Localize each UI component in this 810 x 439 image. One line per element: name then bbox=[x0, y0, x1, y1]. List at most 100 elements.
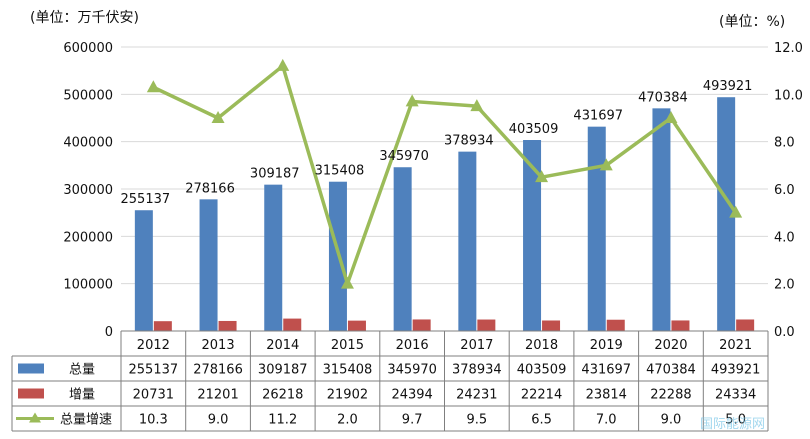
table-cell: 403509 bbox=[517, 363, 567, 378]
category-label: 2021 bbox=[719, 338, 752, 353]
growth-marker bbox=[664, 111, 678, 123]
bar-increment bbox=[736, 319, 755, 331]
table-cell: 9.5 bbox=[467, 413, 488, 428]
gridlines bbox=[121, 46, 768, 285]
table-cell: 378934 bbox=[452, 363, 502, 378]
bar-total bbox=[587, 126, 606, 331]
left-tick-label: 400000 bbox=[63, 136, 113, 151]
growth-marker bbox=[211, 111, 225, 123]
bar-total bbox=[652, 108, 671, 332]
bar-total bbox=[393, 167, 412, 331]
growth-marker bbox=[146, 80, 160, 93]
total-data-label: 309187 bbox=[250, 167, 300, 182]
data-labels: 255137 278166 309187 315408 345970 378934 4035… bbox=[121, 79, 753, 207]
table-cell: 23814 bbox=[586, 388, 627, 403]
series-name: 总量 bbox=[69, 363, 95, 378]
table-cell: 10.3 bbox=[139, 413, 168, 428]
table-cell: 278166 bbox=[193, 363, 243, 378]
table-cell: 255137 bbox=[129, 363, 179, 378]
bar-increment bbox=[283, 318, 302, 331]
bar-increment bbox=[477, 319, 496, 331]
category-label: 2020 bbox=[654, 338, 687, 353]
category-label: 2014 bbox=[266, 338, 299, 353]
table-cell: 5.0 bbox=[725, 413, 746, 428]
category-label: 2012 bbox=[137, 338, 170, 353]
bar-total bbox=[717, 97, 736, 331]
series-name: 增量 bbox=[69, 388, 95, 403]
total-data-label: 431697 bbox=[573, 109, 623, 124]
category-label: 2013 bbox=[202, 338, 235, 353]
bars bbox=[134, 97, 755, 332]
category-label: 2016 bbox=[396, 338, 429, 353]
bar-increment bbox=[347, 320, 366, 331]
right-tick-label: 6.0 bbox=[774, 183, 795, 198]
bar-increment bbox=[606, 319, 625, 331]
table-cell: 470384 bbox=[646, 363, 696, 378]
table-cell: 7.0 bbox=[596, 413, 617, 428]
table-cell: 9.7 bbox=[402, 413, 423, 428]
bar-total bbox=[264, 184, 283, 331]
left-tick-label: 300000 bbox=[63, 183, 113, 198]
right-tick-label: 2.0 bbox=[774, 278, 795, 293]
table-cell: 22214 bbox=[521, 388, 562, 403]
table-cell: 24334 bbox=[715, 388, 756, 403]
bar-total bbox=[199, 199, 218, 331]
bar-total bbox=[134, 210, 153, 331]
bar-increment bbox=[153, 321, 172, 331]
right-axis-unit: (单位：%) bbox=[719, 14, 785, 30]
data-table: 2012 2013 2014 2015 2016 2017 2018 2019 2020 2021… bbox=[11, 330, 769, 432]
bar-increment bbox=[218, 320, 237, 331]
left-y-axis: 0 100000 200000 300000 400000 500000 600000 bbox=[63, 41, 113, 340]
total-data-label: 345970 bbox=[379, 149, 429, 164]
table-cell: 22288 bbox=[650, 388, 691, 403]
category-label: 2019 bbox=[590, 338, 623, 353]
right-tick-label: 8.0 bbox=[774, 136, 795, 151]
category-label: 2017 bbox=[460, 338, 493, 353]
table-cell: 315408 bbox=[323, 363, 373, 378]
left-tick-label: 0 bbox=[105, 325, 113, 340]
total-data-label: 278166 bbox=[185, 181, 235, 196]
total-data-label: 255137 bbox=[121, 192, 171, 207]
table-cell: 493921 bbox=[711, 363, 761, 378]
table-cell: 21902 bbox=[327, 388, 368, 403]
table-cell: 21201 bbox=[197, 388, 238, 403]
growth-marker bbox=[729, 205, 743, 218]
total-data-label: 493921 bbox=[703, 79, 753, 94]
category-label: 2015 bbox=[331, 338, 364, 353]
right-tick-label: 12.0 bbox=[774, 41, 803, 56]
bar-increment bbox=[412, 319, 431, 331]
bar-increment bbox=[542, 320, 561, 331]
growth-line-path bbox=[152, 64, 738, 286]
growth-marker bbox=[470, 99, 484, 112]
table-cell: 24394 bbox=[391, 388, 432, 403]
table-cell: 2.0 bbox=[337, 413, 358, 428]
growth-marker bbox=[405, 94, 419, 107]
table-cell: 6.5 bbox=[531, 413, 552, 428]
right-tick-label: 0.0 bbox=[774, 325, 795, 340]
table-cell: 20731 bbox=[133, 388, 174, 403]
table-cell: 309187 bbox=[258, 363, 308, 378]
left-axis-unit: (单位：万千伏安) bbox=[30, 10, 139, 26]
right-y-axis: 0.0 2.0 4.0 6.0 8.0 10.0 12.0 bbox=[774, 41, 803, 340]
left-tick-label: 100000 bbox=[63, 278, 113, 293]
growth-marker bbox=[599, 158, 613, 171]
legend-key-total bbox=[18, 363, 44, 374]
table-cell: 24231 bbox=[456, 388, 497, 403]
left-tick-label: 600000 bbox=[63, 41, 113, 56]
category-label: 2018 bbox=[525, 338, 558, 353]
table-cell: 11.2 bbox=[268, 413, 297, 428]
legend-key-growth-marker bbox=[29, 412, 41, 423]
right-tick-label: 4.0 bbox=[774, 230, 795, 245]
left-tick-label: 200000 bbox=[63, 230, 113, 245]
growth-marker bbox=[535, 170, 549, 183]
total-data-label: 403509 bbox=[509, 122, 559, 137]
growth-marker bbox=[276, 58, 290, 71]
bar-total bbox=[523, 140, 542, 331]
bar-total bbox=[458, 151, 477, 331]
table-cell: 345970 bbox=[387, 363, 437, 378]
growth-marker bbox=[340, 276, 354, 289]
growth-line bbox=[146, 58, 743, 289]
legend-key-increment bbox=[18, 388, 44, 399]
